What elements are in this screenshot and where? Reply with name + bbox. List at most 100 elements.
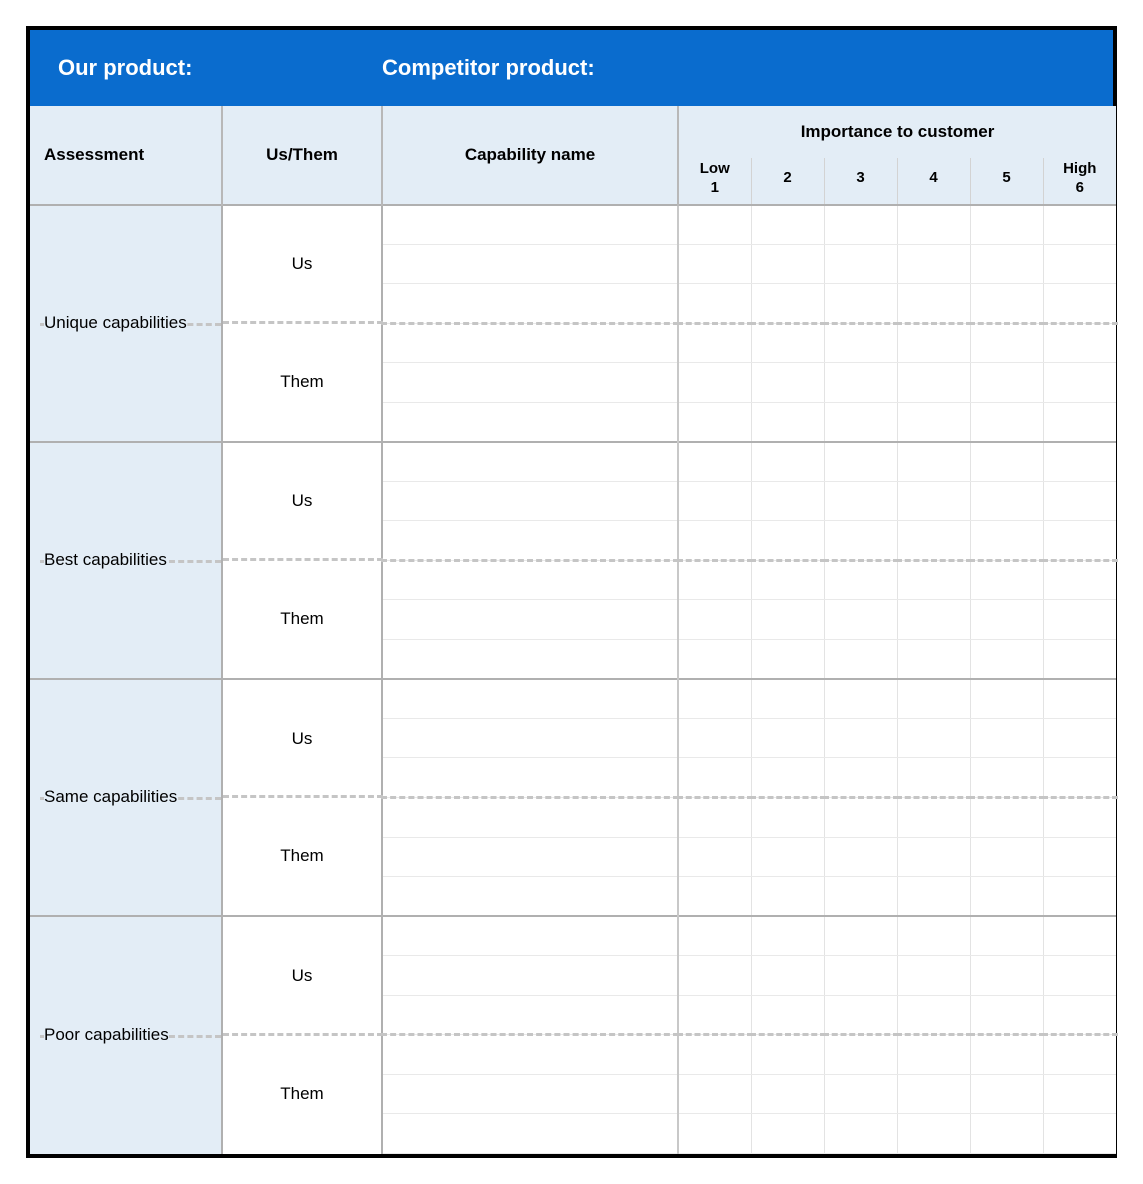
importance-cell[interactable]	[970, 837, 1043, 877]
importance-cell[interactable]	[751, 521, 824, 561]
importance-cell[interactable]	[678, 521, 751, 561]
capability-cell[interactable]	[382, 1035, 678, 1075]
capability-cell[interactable]	[382, 837, 678, 877]
importance-cell[interactable]	[970, 1114, 1043, 1154]
importance-cell[interactable]	[897, 600, 970, 640]
importance-cell[interactable]	[897, 639, 970, 679]
importance-cell[interactable]	[678, 560, 751, 600]
importance-cell[interactable]	[824, 284, 897, 324]
importance-cell[interactable]	[751, 323, 824, 363]
importance-cell[interactable]	[824, 718, 897, 758]
importance-cell[interactable]	[751, 797, 824, 837]
importance-cell[interactable]	[970, 481, 1043, 521]
importance-cell[interactable]	[751, 1074, 824, 1114]
importance-cell[interactable]	[824, 402, 897, 442]
importance-cell[interactable]	[1043, 442, 1116, 482]
importance-cell[interactable]	[824, 600, 897, 640]
importance-cell[interactable]	[970, 758, 1043, 798]
importance-cell[interactable]	[970, 718, 1043, 758]
importance-cell[interactable]	[751, 244, 824, 284]
importance-cell[interactable]	[970, 205, 1043, 245]
importance-cell[interactable]	[678, 995, 751, 1035]
importance-cell[interactable]	[1043, 956, 1116, 996]
importance-cell[interactable]	[751, 205, 824, 245]
importance-cell[interactable]	[970, 363, 1043, 403]
importance-cell[interactable]	[678, 1035, 751, 1075]
importance-cell[interactable]	[970, 797, 1043, 837]
importance-cell[interactable]	[970, 560, 1043, 600]
importance-cell[interactable]	[678, 1074, 751, 1114]
importance-cell[interactable]	[1043, 718, 1116, 758]
importance-cell[interactable]	[897, 1035, 970, 1075]
importance-cell[interactable]	[1043, 521, 1116, 561]
importance-cell[interactable]	[1043, 837, 1116, 877]
importance-cell[interactable]	[824, 679, 897, 719]
importance-cell[interactable]	[751, 679, 824, 719]
importance-cell[interactable]	[897, 718, 970, 758]
importance-cell[interactable]	[1043, 244, 1116, 284]
importance-cell[interactable]	[678, 442, 751, 482]
capability-cell[interactable]	[382, 402, 678, 442]
capability-cell[interactable]	[382, 877, 678, 917]
importance-cell[interactable]	[897, 1114, 970, 1154]
importance-cell[interactable]	[751, 956, 824, 996]
importance-cell[interactable]	[1043, 758, 1116, 798]
importance-cell[interactable]	[1043, 877, 1116, 917]
importance-cell[interactable]	[824, 837, 897, 877]
importance-cell[interactable]	[897, 323, 970, 363]
importance-cell[interactable]	[824, 1074, 897, 1114]
importance-cell[interactable]	[970, 521, 1043, 561]
importance-cell[interactable]	[897, 1074, 970, 1114]
capability-cell[interactable]	[382, 363, 678, 403]
importance-cell[interactable]	[678, 323, 751, 363]
importance-cell[interactable]	[897, 995, 970, 1035]
importance-cell[interactable]	[1043, 600, 1116, 640]
importance-cell[interactable]	[751, 600, 824, 640]
importance-cell[interactable]	[678, 718, 751, 758]
importance-cell[interactable]	[751, 916, 824, 956]
importance-cell[interactable]	[824, 639, 897, 679]
importance-cell[interactable]	[897, 442, 970, 482]
importance-cell[interactable]	[1043, 481, 1116, 521]
importance-cell[interactable]	[751, 639, 824, 679]
importance-cell[interactable]	[751, 1114, 824, 1154]
importance-cell[interactable]	[897, 877, 970, 917]
importance-cell[interactable]	[824, 521, 897, 561]
importance-cell[interactable]	[897, 521, 970, 561]
importance-cell[interactable]	[678, 797, 751, 837]
capability-cell[interactable]	[382, 442, 678, 482]
importance-cell[interactable]	[678, 679, 751, 719]
importance-cell[interactable]	[678, 284, 751, 324]
importance-cell[interactable]	[824, 1035, 897, 1075]
capability-cell[interactable]	[382, 1114, 678, 1154]
importance-cell[interactable]	[897, 402, 970, 442]
importance-cell[interactable]	[824, 363, 897, 403]
capability-cell[interactable]	[382, 1074, 678, 1114]
importance-cell[interactable]	[824, 481, 897, 521]
importance-cell[interactable]	[1043, 205, 1116, 245]
capability-cell[interactable]	[382, 244, 678, 284]
capability-cell[interactable]	[382, 481, 678, 521]
importance-cell[interactable]	[897, 363, 970, 403]
importance-cell[interactable]	[897, 560, 970, 600]
capability-cell[interactable]	[382, 323, 678, 363]
importance-cell[interactable]	[1043, 284, 1116, 324]
importance-cell[interactable]	[751, 877, 824, 917]
capability-cell[interactable]	[382, 718, 678, 758]
importance-cell[interactable]	[751, 995, 824, 1035]
capability-cell[interactable]	[382, 797, 678, 837]
importance-cell[interactable]	[970, 1035, 1043, 1075]
importance-cell[interactable]	[1043, 323, 1116, 363]
importance-cell[interactable]	[824, 560, 897, 600]
importance-cell[interactable]	[678, 837, 751, 877]
importance-cell[interactable]	[824, 797, 897, 837]
importance-cell[interactable]	[824, 877, 897, 917]
capability-cell[interactable]	[382, 916, 678, 956]
importance-cell[interactable]	[970, 402, 1043, 442]
importance-cell[interactable]	[751, 718, 824, 758]
importance-cell[interactable]	[897, 244, 970, 284]
importance-cell[interactable]	[1043, 679, 1116, 719]
capability-cell[interactable]	[382, 639, 678, 679]
importance-cell[interactable]	[970, 956, 1043, 996]
importance-cell[interactable]	[1043, 995, 1116, 1035]
